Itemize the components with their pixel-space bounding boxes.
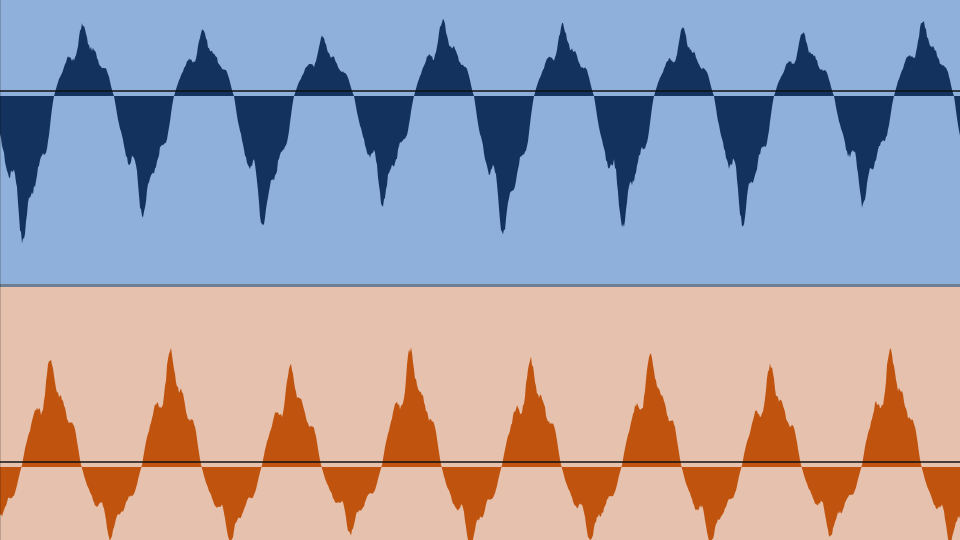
track-divider[interactable] [0,284,960,287]
left-edge [0,0,1,540]
track-1-waveform [0,18,960,244]
audio-track-2[interactable] [0,287,960,540]
waveform-track-1 [0,0,960,284]
track-2-waveform [0,347,960,540]
waveform-track-2 [0,287,960,540]
audio-track-1[interactable] [0,0,960,284]
